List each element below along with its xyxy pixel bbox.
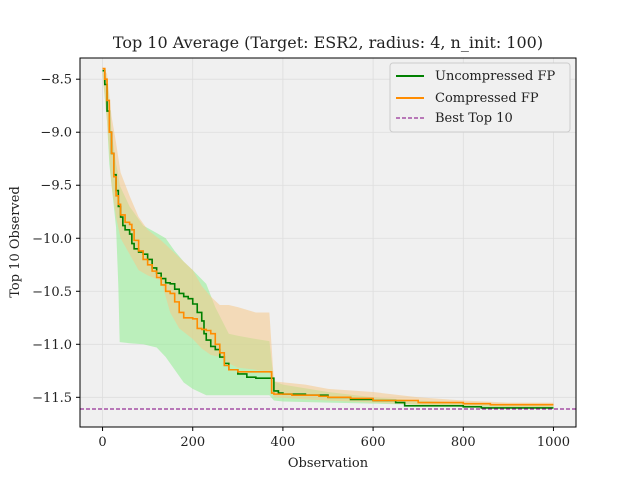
y-axis-label: Top 10 Observed bbox=[8, 186, 23, 298]
x-tick-label: 0 bbox=[98, 435, 106, 450]
axis-ticks: 0 200 400 600 800 1000 −8.5 −9.0 −9.5 −10.0 −10.5 −… bbox=[32, 73, 570, 450]
x-tick-label: 200 bbox=[180, 435, 205, 450]
y-tick-label: −8.5 bbox=[40, 73, 72, 88]
compressed-band bbox=[102, 66, 554, 407]
y-tick-label: −10.5 bbox=[32, 285, 72, 300]
x-tick-label: 600 bbox=[361, 435, 386, 450]
x-tick-label: 1000 bbox=[537, 435, 570, 450]
y-tick-label: −10.0 bbox=[32, 232, 72, 247]
x-axis-label: Observation bbox=[288, 456, 369, 471]
legend: Uncompressed FP Compressed FP Best Top 1… bbox=[389, 62, 571, 133]
y-tick-label: −9.0 bbox=[40, 126, 72, 141]
compressed-line bbox=[102, 67, 554, 406]
x-tick-label: 800 bbox=[451, 435, 476, 450]
confidence-bands bbox=[102, 66, 554, 408]
legend-label-compressed: Compressed FP bbox=[435, 91, 539, 106]
series-lines bbox=[102, 67, 554, 409]
plot-frame bbox=[79, 57, 577, 428]
legend-label-uncompressed: Uncompressed FP bbox=[435, 69, 556, 84]
legend-label-best-top10: Best Top 10 bbox=[435, 111, 513, 126]
y-tick-label: −9.5 bbox=[40, 179, 72, 194]
legend-box bbox=[389, 62, 571, 133]
y-tick-label: −11.5 bbox=[32, 391, 72, 406]
y-tick-label: −11.0 bbox=[32, 338, 72, 353]
x-tick-label: 400 bbox=[270, 435, 295, 450]
chart-title: Top 10 Average (Target: ESR2, radius: 4,… bbox=[113, 33, 543, 52]
